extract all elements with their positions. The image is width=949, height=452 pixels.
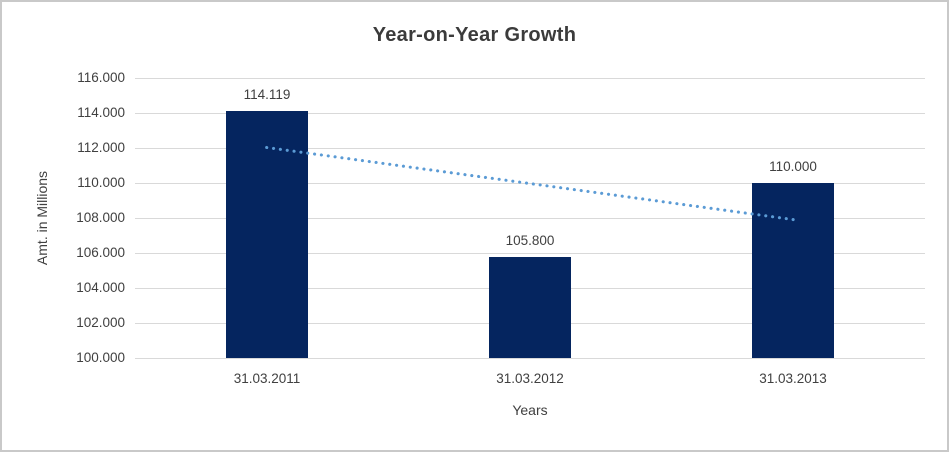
y-tick-label: 116.000 <box>77 70 125 85</box>
y-tick-label: 102.000 <box>76 315 125 330</box>
y-tick-label: 114.000 <box>77 105 125 120</box>
y-axis-tick-labels: 116.000 114.000 112.000 110.000 108.000 106.0… <box>2 2 125 450</box>
bar <box>489 257 571 358</box>
bar-value-label: 110.000 <box>769 159 817 174</box>
gridline <box>135 113 925 114</box>
gridline <box>135 183 925 184</box>
x-tick-label: 31.03.2011 <box>233 371 301 386</box>
bar <box>752 183 834 358</box>
y-tick-label: 108.000 <box>76 210 125 225</box>
value-labels-layer: 114.119 105.800 110.000 <box>135 78 925 358</box>
trendline-path <box>265 145 795 222</box>
gridline <box>135 148 925 149</box>
bar-value-label: 114.119 <box>243 87 291 102</box>
y-tick-label: 110.000 <box>77 175 125 190</box>
gridline <box>135 78 925 79</box>
x-tick-label: 31.03.2013 <box>759 371 827 386</box>
x-tick-label: 31.03.2012 <box>496 371 564 386</box>
y-tick-label: 100.000 <box>76 350 125 365</box>
y-tick-label: 112.000 <box>77 140 125 155</box>
gridline <box>135 253 925 254</box>
gridline <box>135 218 925 219</box>
plot-area: 114.119 105.800 110.000 <box>135 78 925 359</box>
gridline <box>135 358 925 359</box>
bar-value-label: 105.800 <box>505 233 555 248</box>
trendline-layer <box>265 145 795 222</box>
y-tick-label: 104.000 <box>76 280 125 295</box>
y-tick-label: 106.000 <box>76 245 125 260</box>
x-axis-title: Years <box>512 402 548 418</box>
chart-title: Year-on-Year Growth <box>372 24 577 46</box>
